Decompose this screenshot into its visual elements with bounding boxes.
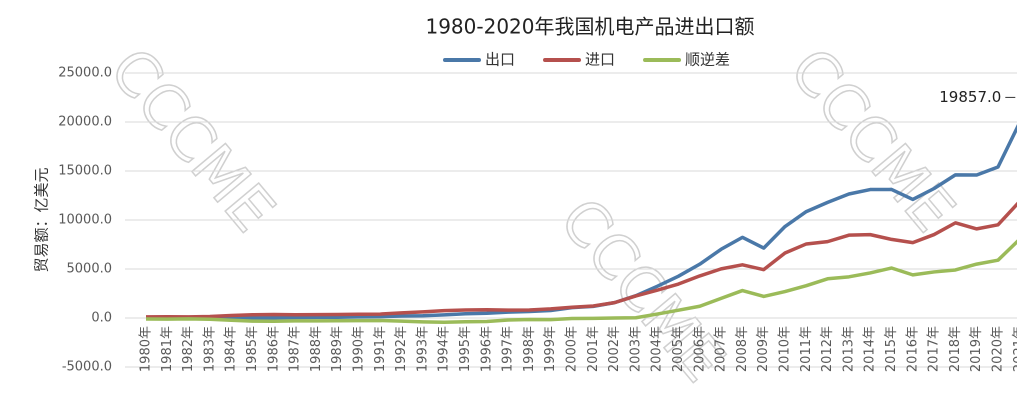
x-tick-label: 2014年 (863, 326, 878, 372)
x-tick-label: 1984年 (224, 326, 239, 372)
y-axis-label: 贸易额：亿美元 (33, 167, 51, 272)
y-tick-label: 20000.0 (58, 115, 112, 130)
x-tick-label: 2009年 (756, 326, 771, 372)
x-tick-label: 2002年 (607, 326, 622, 372)
x-tick-label: 1997年 (501, 326, 516, 372)
x-tick-label: 2008年 (735, 326, 750, 372)
x-tick-label: 1983年 (202, 326, 217, 372)
y-tick-label: -5000.0 (62, 360, 112, 375)
legend-label: 进口 (585, 51, 615, 69)
x-tick-label: 2017年 (927, 326, 942, 372)
x-tick-label: 1981年 (160, 326, 175, 372)
x-tick-label: 1995年 (458, 326, 473, 372)
y-tick-label: 25000.0 (58, 66, 112, 81)
series-line (145, 201, 1017, 319)
x-tick-label: 2010年 (778, 326, 793, 372)
y-tick-label: 15000.0 (58, 164, 112, 179)
x-tick-label: 2003年 (628, 326, 643, 372)
x-tick-label: 1988年 (309, 326, 324, 372)
x-tick-label: 1989年 (330, 326, 345, 372)
x-tick-label: 2007年 (714, 326, 729, 372)
x-tick-label: 1986年 (266, 326, 281, 372)
y-tick-label: 0.0 (91, 311, 112, 326)
x-tick-label: 2001年 (586, 326, 601, 372)
legend-label: 出口 (485, 51, 515, 69)
x-tick-label: 2012年 (820, 326, 835, 372)
x-tick-label: 2019年 (969, 326, 984, 372)
x-tick-label: 2000年 (565, 326, 580, 372)
legend-label: 顺逆差 (685, 51, 730, 69)
x-tick-label: 1987年 (288, 326, 303, 372)
x-tick-label: 2004年 (650, 326, 665, 372)
x-tick-label: 1998年 (522, 326, 537, 372)
x-tick-label: 2006年 (692, 326, 707, 372)
x-tick-label: 1992年 (394, 326, 409, 372)
x-tick-label: 1990年 (352, 326, 367, 372)
chart-title: 1980-2020年我国机电产品进出口额 (425, 15, 754, 39)
x-tick-label: 1982年 (181, 326, 196, 372)
x-tick-label: 1985年 (245, 326, 260, 372)
x-tick-label: 2011年 (799, 326, 814, 372)
series-line (145, 239, 1017, 324)
x-tick-label: 1999年 (543, 326, 558, 372)
data-label: 19857.0 (939, 88, 1001, 106)
x-tick-label: 1993年 (415, 326, 430, 372)
x-tick-label: 1996年 (479, 326, 494, 372)
x-tick-label: 2020年 (991, 326, 1006, 372)
y-tick-label: 5000.0 (67, 262, 113, 277)
x-tick-label: 2013年 (841, 326, 856, 372)
x-tick-label: 2021年 (1012, 326, 1017, 372)
x-tick-label: 2005年 (671, 326, 686, 372)
x-tick-label: 1991年 (373, 326, 388, 372)
x-tick-label: 2016年 (905, 326, 920, 372)
x-tick-label: 1980年 (139, 326, 154, 372)
x-tick-label: 2015年 (884, 326, 899, 372)
watermark: CCCME (96, 35, 288, 245)
x-tick-label: 2018年 (948, 326, 963, 372)
x-tick-label: 1994年 (437, 326, 452, 372)
y-tick-label: 10000.0 (58, 213, 112, 228)
